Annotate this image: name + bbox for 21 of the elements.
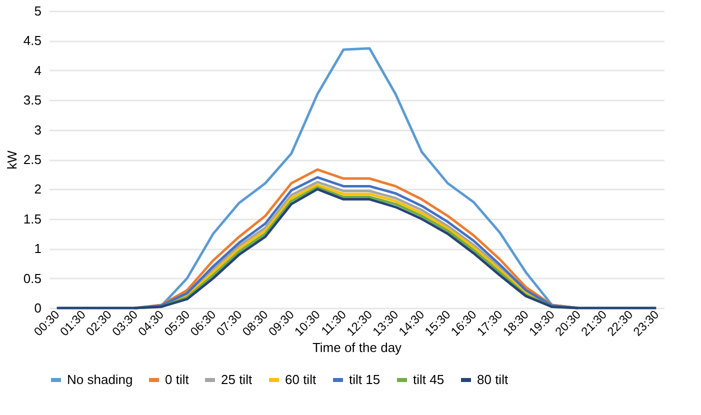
y-tick-label: 3.5	[23, 92, 42, 108]
legend-label: tilt 45	[413, 372, 444, 387]
y-tick-label: 3	[34, 122, 42, 138]
legend-label: 25 tilt	[221, 372, 252, 387]
y-tick-label: 1	[34, 241, 42, 256]
x-axis-title: Time of the day	[312, 340, 402, 355]
y-tick-label: 4	[34, 62, 42, 78]
legend-label: 80 tilt	[477, 372, 508, 387]
legend-label: 60 tilt	[285, 372, 316, 387]
y-tick-label: 2	[34, 182, 42, 197]
y-tick-label: 5	[34, 4, 42, 18]
y-tick-label: 2.5	[23, 152, 42, 167]
y-tick-label: 0.5	[23, 270, 42, 286]
legend-label: 0 tilt	[165, 372, 190, 387]
y-tick-label: 0	[34, 300, 42, 316]
legend-label: tilt 15	[349, 372, 380, 387]
line-series	[56, 188, 658, 310]
legend-label: No shading	[67, 372, 133, 387]
y-tick-label: 1.5	[23, 211, 42, 226]
y-tick-label: 4.5	[23, 33, 42, 48]
y-axis-title: kW	[4, 150, 20, 170]
